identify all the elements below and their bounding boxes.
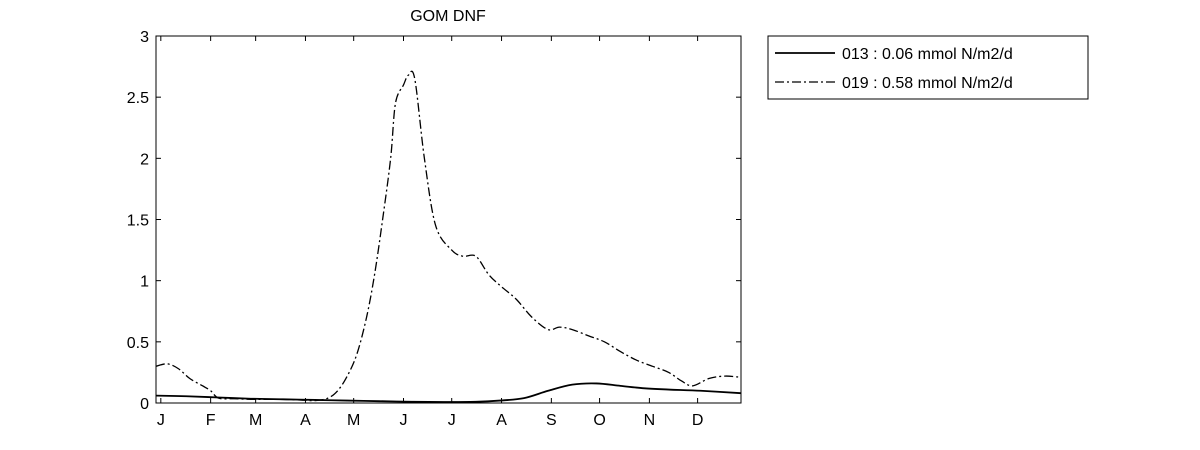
y-tick-label: 1 — [140, 274, 149, 291]
y-tick-label: 1.5 — [127, 213, 149, 230]
y-tick-label: 0.5 — [127, 335, 149, 352]
y-tick-label: 2.5 — [127, 90, 149, 107]
x-tick-label: M — [347, 412, 360, 429]
legend: 013 : 0.06 mmol N/m2/d 019 : 0.58 mmol N… — [767, 35, 1089, 100]
y-tick-label: 2 — [140, 151, 149, 168]
legend-label-013: 013 : 0.06 mmol N/m2/d — [842, 46, 1013, 63]
x-tick-label: A — [300, 412, 311, 429]
x-tick-label: A — [496, 412, 507, 429]
x-tick-label: M — [249, 412, 262, 429]
plot-area — [155, 35, 742, 404]
y-tick-label: 3 — [140, 29, 149, 46]
x-tick-label: N — [644, 412, 656, 429]
x-tick-label: J — [157, 412, 165, 429]
x-tick-label: J — [448, 412, 456, 429]
legend-label-019: 019 : 0.58 mmol N/m2/d — [842, 75, 1013, 92]
x-tick-label: F — [206, 412, 216, 429]
x-tick-label: D — [692, 412, 704, 429]
legend-box — [767, 35, 1089, 100]
chart-title: GOM DNF — [410, 8, 486, 25]
series-line-1 — [155, 70, 742, 402]
x-tick-label: J — [400, 412, 408, 429]
x-tick-label: S — [546, 412, 557, 429]
series-layer — [155, 70, 742, 403]
y-tick-label: 0 — [140, 396, 149, 413]
x-tick-label: O — [593, 412, 605, 429]
y-axis: 0 0.5 1 1.5 2 2.5 3 — [127, 29, 741, 413]
